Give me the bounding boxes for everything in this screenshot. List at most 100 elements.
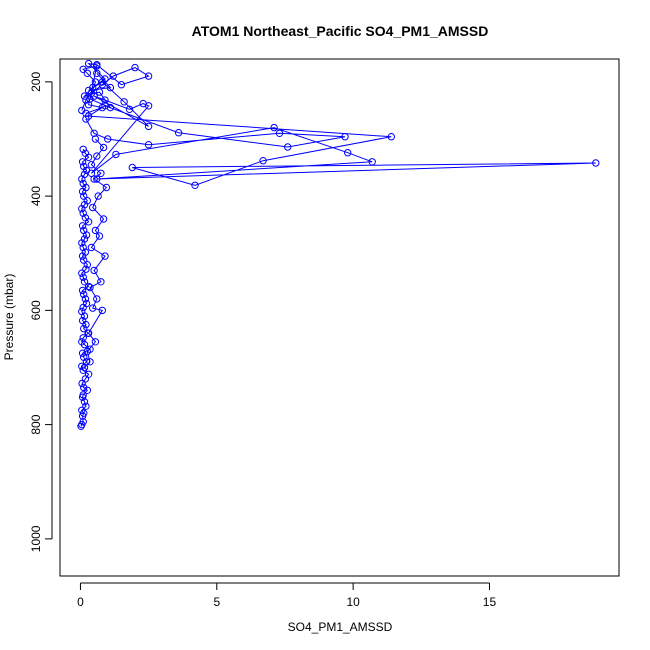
data-point [82,402,90,410]
data-point [83,197,92,205]
data-point [139,99,147,108]
data-point [174,129,183,137]
data-point [98,306,107,315]
data-point [87,169,96,178]
data-point [83,261,92,269]
x-tick-label: 15 [483,595,497,609]
data-point [101,96,109,104]
plot-area [59,58,620,577]
y-tick-label: 200 [29,72,43,92]
data-point [91,78,100,86]
y-tick-label: 800 [29,414,43,434]
data-point [80,363,89,372]
data-point [81,149,90,158]
data-point [80,192,88,200]
data-point [98,103,107,112]
data-point [80,235,89,243]
data-point [81,214,90,222]
data-point [79,209,87,217]
series-1 [80,135,111,372]
data-point [102,183,111,192]
data-point [101,75,109,83]
data-point [80,226,88,235]
data-point [99,215,108,223]
data-point [83,347,92,356]
data-point [368,158,376,166]
data-point [78,338,86,346]
data-point [94,192,102,200]
data-point [80,278,89,286]
data-point [106,103,115,112]
data-point [90,129,98,138]
data-point [86,283,94,292]
data-point [80,170,89,179]
data-point [84,101,93,109]
data-point [144,141,153,149]
data-point [97,278,105,286]
data-point [125,105,134,114]
data-point [80,92,89,100]
data-point [109,72,117,80]
data-point [81,295,90,303]
data-point [93,175,101,183]
data-point [95,232,104,240]
data-point [80,398,89,406]
data-point [387,133,395,141]
data-point [80,256,88,264]
data-point [78,222,87,230]
data-point [344,149,352,157]
data-point [79,65,87,74]
data-point [101,252,109,260]
data-point [84,59,93,68]
data-point [79,418,87,426]
data-point [592,159,600,167]
data-point [91,338,100,346]
data-point [79,243,87,252]
data-point [82,109,90,118]
data-point [78,349,87,357]
series-layer [77,59,600,430]
y-tick-label: 600 [29,300,43,320]
series-line [84,138,108,368]
data-point [104,135,112,143]
data-point [79,145,87,154]
data-point [80,383,88,392]
series-0 [77,145,94,430]
data-point [80,290,88,299]
data-point [87,243,96,252]
data-point [93,69,101,78]
data-point [117,81,126,89]
series-3 [78,59,153,118]
data-point [86,358,94,366]
data-point [80,353,88,361]
data-point [83,69,92,78]
data-point [82,299,91,308]
chart-title: ATOM1 Northeast_Pacific SO4_PM1_AMSSD [192,23,489,39]
data-point [87,161,96,169]
data-point [78,316,87,325]
data-point [106,83,115,92]
data-point [259,157,267,165]
data-point [99,143,108,152]
series-line [85,72,596,186]
data-point [78,286,87,295]
data-point [79,334,87,342]
data-point [79,273,87,281]
series-line [81,62,150,114]
data-point [341,133,349,141]
data-point [270,123,278,132]
data-point [95,88,104,96]
y-tick-label: 1000 [29,525,43,552]
data-point [93,62,101,70]
data-point [84,329,93,337]
y-tick-label: 400 [29,186,43,206]
data-point [78,307,86,316]
data-point [284,143,292,151]
data-point [93,295,101,303]
data-point [89,304,97,312]
x-tick-label: 5 [213,595,220,609]
y-axis-label: Pressure (mbar) [2,274,16,361]
data-point [97,169,105,178]
x-axis: 0 5 10 15 [77,582,497,609]
